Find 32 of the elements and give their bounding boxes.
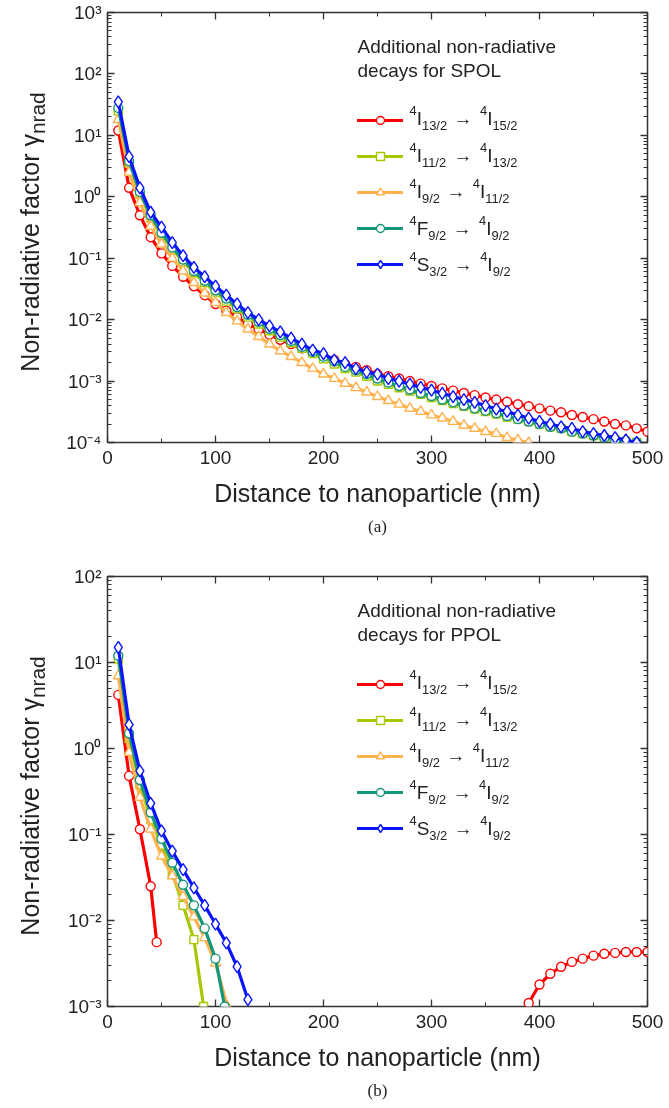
x-tick-label: 0: [102, 1010, 113, 1032]
y-tick-label: 10¹: [74, 652, 102, 673]
x-tick-label: 100: [199, 446, 232, 468]
y-tick-label: 10¹: [74, 124, 102, 146]
y-tick-label: 10⁻³: [68, 370, 102, 392]
x-tick-label: 0: [102, 446, 113, 468]
y-tick-label: 10³: [74, 2, 102, 23]
x-axis-title: Distance to nanoparticle (nm): [214, 1042, 541, 1071]
x-tick-label: 300: [415, 446, 448, 468]
text: (b): [367, 1080, 388, 1100]
x-tick-label: 300: [415, 1010, 448, 1032]
y-tick-label: 10⁻²: [68, 309, 102, 331]
y-tick-label: 10⁻¹: [68, 824, 102, 845]
legend-title: Additional non-radiative decays for PPOL: [357, 600, 557, 645]
y-tick-label: 10²: [74, 63, 102, 85]
x-tick-label: 200: [307, 446, 340, 468]
x-tick-label: 100: [199, 1010, 232, 1032]
y-tick-label: 10⁰: [73, 738, 102, 759]
y-tick-label: 10⁻²: [68, 910, 102, 931]
x-tick-label: 500: [631, 1010, 664, 1032]
legend-title: Additional non-radiative decays for SPOL: [357, 36, 557, 81]
y-tick-label: 10⁻³: [68, 996, 102, 1017]
x-tick-label: 400: [523, 1010, 556, 1032]
y-tick-label: 10⁻¹: [68, 247, 102, 269]
x-tick-label: 400: [523, 446, 556, 468]
y-tick-label: 10⁰: [73, 186, 102, 208]
text: (a): [368, 516, 387, 536]
x-tick-label: 500: [631, 446, 664, 468]
y-tick-label: 10⁻⁴: [66, 432, 102, 453]
x-axis-title: Distance to nanoparticle (nm): [214, 478, 541, 507]
x-tick-label: 200: [307, 1010, 340, 1032]
y-tick-label: 10²: [74, 566, 102, 587]
